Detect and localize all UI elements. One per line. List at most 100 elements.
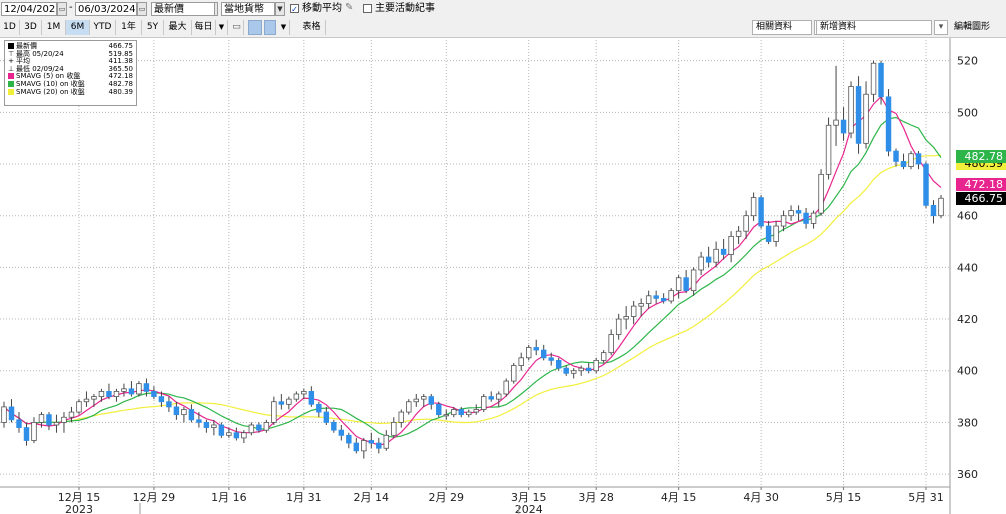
ma20-path: [3, 154, 942, 425]
candle-body: [518, 357, 524, 366]
candle-body: [98, 390, 105, 397]
x-tick-label: 2月 29: [429, 491, 465, 504]
key-events-checkbox[interactable]: [363, 4, 372, 13]
candle-body: [758, 197, 764, 227]
candle-body: [833, 119, 839, 126]
end-date-field[interactable]: 06/03/2024: [75, 2, 137, 16]
candle-body: [855, 86, 862, 144]
candle-body: [878, 62, 884, 98]
currency-select[interactable]: 當地貨幣: [221, 2, 275, 16]
candle-body: [301, 390, 307, 395]
period-button-1y[interactable]: 1年: [116, 20, 142, 35]
y-tick-label: 380: [957, 416, 978, 429]
x-tick-label: 4月 15: [661, 491, 697, 504]
x-tick-label: 5月 31: [908, 491, 944, 504]
period-button-1m[interactable]: 1M: [42, 20, 66, 35]
candle-body: [293, 393, 300, 400]
candle-body: [713, 248, 719, 263]
start-date-field[interactable]: 12/04/2023: [1, 2, 57, 16]
y-tick-label: 360: [957, 468, 978, 481]
candle-body: [346, 434, 352, 444]
candle-body: [466, 411, 472, 416]
candle-body: [218, 424, 225, 436]
table-button[interactable]: 表格: [298, 20, 326, 35]
moving-average-checkbox[interactable]: ✓: [290, 4, 299, 14]
candle-body: [938, 197, 944, 217]
candle-body: [915, 153, 922, 165]
candle-body: [248, 424, 255, 434]
edit-chart-button[interactable]: 編輯圖形: [953, 22, 990, 32]
bar-style-button[interactable]: [264, 20, 276, 35]
candle-body: [675, 277, 682, 292]
end-date-calendar-icon[interactable]: ▭: [137, 2, 147, 16]
x-tick-label: 12月 29: [133, 491, 176, 504]
legend-label: 最新價: [16, 42, 37, 50]
start-date-calendar-icon[interactable]: ▭: [57, 2, 67, 16]
line-style-button[interactable]: [248, 20, 262, 35]
period-button-3d[interactable]: 3D: [20, 20, 42, 35]
candle-body: [788, 210, 794, 217]
candle-body: [286, 398, 292, 405]
candle-body: [623, 316, 629, 320]
y-tick-label: 400: [957, 365, 978, 378]
candle-body: [421, 396, 427, 400]
candle-body: [615, 318, 622, 335]
candle-body: [68, 411, 75, 418]
candle-body: [825, 124, 832, 175]
candle-body: [660, 297, 667, 302]
toolbar-periods: 1D 3D 1M 6M YTD 1年 5Y 最大 每日 ▼ ▭ ▼ 表格 相關資…: [0, 19, 1006, 38]
pencil-icon[interactable]: ✎: [345, 2, 354, 13]
legend-value: 365.50: [108, 64, 134, 73]
candle-body: [743, 215, 749, 232]
candle-body: [765, 225, 772, 242]
period-button-1d[interactable]: 1D: [0, 20, 20, 35]
related-data-select[interactable]: 相關資料: [752, 20, 812, 35]
candle-body: [128, 388, 135, 395]
candle-body: [406, 401, 412, 413]
dropdown-icon[interactable]: ▾: [934, 20, 948, 35]
candle-body: [803, 212, 809, 224]
x-tick-label: 2月 14: [354, 491, 390, 504]
legend-swatch: [8, 88, 14, 95]
candle-body: [391, 422, 397, 436]
interval-select[interactable]: 每日: [192, 20, 216, 35]
chart-grid: [0, 38, 1006, 514]
candle-body: [53, 422, 60, 426]
candle-body: [121, 388, 127, 392]
candle-body: [810, 212, 817, 224]
candle-body: [488, 396, 494, 400]
interval-dropdown-icon[interactable]: ▼: [216, 20, 228, 35]
candle-body: [690, 269, 697, 292]
currency-dropdown-icon[interactable]: ▼: [275, 2, 285, 16]
candle-body: [368, 440, 375, 444]
price-label: 482.78: [956, 150, 1006, 164]
y-tick-label: 440: [957, 261, 978, 274]
candle-body: [511, 365, 517, 382]
new-data-input[interactable]: 新增資料: [816, 20, 932, 35]
toolbar-top: 12/04/2023 ▭ - 06/03/2024 ▭ 最新價 當地貨幣 ▼ ✓…: [0, 0, 1006, 20]
style-dropdown-icon[interactable]: ▼: [278, 20, 290, 35]
price-field-select[interactable]: 最新價: [151, 2, 215, 16]
candle-body: [885, 96, 892, 152]
period-button-ytd[interactable]: YTD: [90, 20, 116, 35]
candle-body: [593, 359, 599, 372]
candle-body: [181, 409, 187, 416]
candle-body: [361, 440, 367, 452]
period-button-6m[interactable]: 6M: [66, 20, 90, 35]
period-button-5y[interactable]: 5Y: [142, 20, 164, 35]
legend-label: 最高 05/20/24: [16, 49, 64, 58]
x-tick-label: 1月 31: [286, 491, 322, 504]
candle-body: [143, 383, 150, 392]
candle-body: [151, 390, 157, 397]
candle-body: [8, 406, 15, 421]
legend-row: ⊥ 最低 02/09/24 365.50: [8, 64, 134, 74]
candle-body: [383, 434, 390, 449]
candle-body: [533, 347, 539, 351]
price-field-dropdown-edge[interactable]: [215, 2, 218, 16]
chart-type-icon[interactable]: ▭: [230, 20, 244, 35]
legend-value: 480.39: [108, 87, 134, 96]
candle-body: [376, 442, 382, 449]
candle-body: [473, 409, 479, 413]
period-button-max[interactable]: 最大: [164, 20, 192, 35]
